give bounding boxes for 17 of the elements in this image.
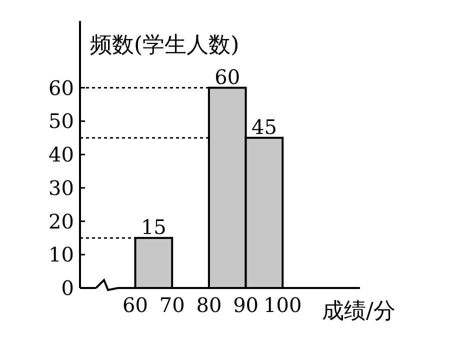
- x-tick-label: 70: [159, 293, 185, 317]
- data-label: 60: [214, 64, 240, 89]
- y-tick-label: 0: [61, 276, 74, 300]
- y-axis-title: 频数(学生人数): [90, 33, 240, 58]
- y-tick-label: 60: [48, 76, 74, 100]
- x-tick-label: 60: [122, 293, 148, 317]
- x-tick-label: 90: [233, 293, 259, 317]
- x-axis-title: 成绩/分: [322, 299, 396, 324]
- y-tick-label: 10: [48, 242, 74, 267]
- data-label: 15: [140, 214, 166, 239]
- y-tick-label: 30: [48, 176, 74, 200]
- y-tick-label: 20: [48, 209, 74, 234]
- x-tick-label: 100: [264, 293, 302, 317]
- y-tick-label: 40: [48, 142, 74, 166]
- x-tick-label: 80: [196, 293, 222, 317]
- y-tick-label: 50: [48, 109, 74, 134]
- data-label: 45: [251, 114, 277, 139]
